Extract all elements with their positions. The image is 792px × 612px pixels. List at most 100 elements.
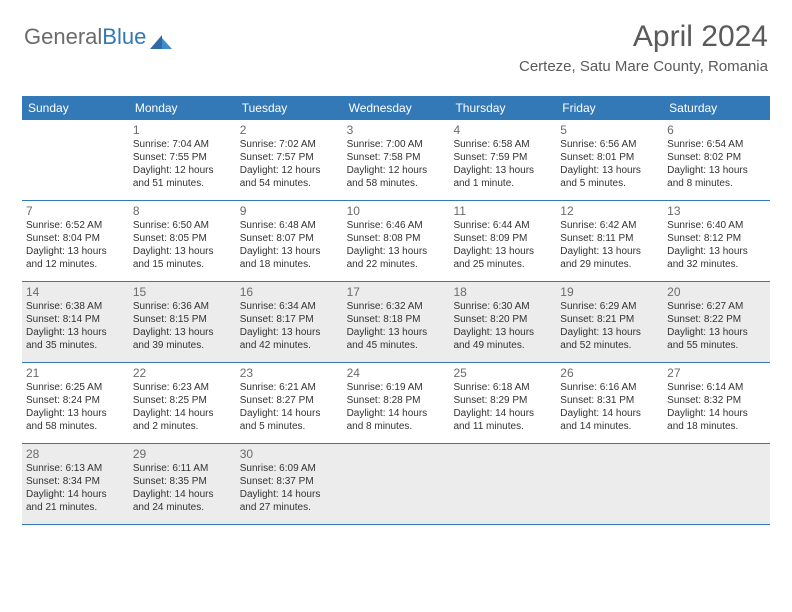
day-cell: 18Sunrise: 6:30 AMSunset: 8:20 PMDayligh… [449,282,556,362]
header: April 2024 Certeze, Satu Mare County, Ro… [519,20,768,75]
daylight-text: Daylight: 13 hours and 32 minutes. [667,246,765,272]
day-cell: 13Sunrise: 6:40 AMSunset: 8:12 PMDayligh… [663,201,770,281]
daylight-text: Daylight: 12 hours and 54 minutes. [240,165,338,191]
logo-text-1: General [24,24,102,50]
daylight-text: Daylight: 13 hours and 58 minutes. [26,408,124,434]
daylight-text: Daylight: 13 hours and 55 minutes. [667,327,765,353]
sunset-text: Sunset: 8:05 PM [133,233,231,246]
day-number: 21 [26,366,124,381]
sunrise-text: Sunrise: 6:48 AM [240,220,338,233]
day-header-wednesday: Wednesday [343,96,450,120]
sunrise-text: Sunrise: 6:34 AM [240,301,338,314]
sunset-text: Sunset: 8:01 PM [560,152,658,165]
day-number: 10 [347,204,445,219]
sunset-text: Sunset: 8:28 PM [347,395,445,408]
day-cell: 11Sunrise: 6:44 AMSunset: 8:09 PMDayligh… [449,201,556,281]
sunset-text: Sunset: 8:24 PM [26,395,124,408]
day-header-tuesday: Tuesday [236,96,343,120]
sunset-text: Sunset: 8:25 PM [133,395,231,408]
sunrise-text: Sunrise: 6:14 AM [667,382,765,395]
daylight-text: Daylight: 13 hours and 52 minutes. [560,327,658,353]
daylight-text: Daylight: 14 hours and 18 minutes. [667,408,765,434]
day-cell: 29Sunrise: 6:11 AMSunset: 8:35 PMDayligh… [129,444,236,524]
day-number: 5 [560,123,658,138]
daylight-text: Daylight: 13 hours and 5 minutes. [560,165,658,191]
day-number: 22 [133,366,231,381]
daylight-text: Daylight: 13 hours and 42 minutes. [240,327,338,353]
sunset-text: Sunset: 8:04 PM [26,233,124,246]
sunrise-text: Sunrise: 6:54 AM [667,139,765,152]
day-cell: 24Sunrise: 6:19 AMSunset: 8:28 PMDayligh… [343,363,450,443]
day-header-friday: Friday [556,96,663,120]
day-cell: 5Sunrise: 6:56 AMSunset: 8:01 PMDaylight… [556,120,663,200]
sunrise-text: Sunrise: 7:04 AM [133,139,231,152]
daylight-text: Daylight: 13 hours and 12 minutes. [26,246,124,272]
daylight-text: Daylight: 13 hours and 49 minutes. [453,327,551,353]
day-number: 19 [560,285,658,300]
daylight-text: Daylight: 12 hours and 51 minutes. [133,165,231,191]
sunset-text: Sunset: 8:27 PM [240,395,338,408]
empty-cell [663,444,770,524]
day-cell: 17Sunrise: 6:32 AMSunset: 8:18 PMDayligh… [343,282,450,362]
sunset-text: Sunset: 8:22 PM [667,314,765,327]
logo-text-2: Blue [102,24,146,50]
daylight-text: Daylight: 13 hours and 25 minutes. [453,246,551,272]
empty-cell [556,444,663,524]
day-number: 7 [26,204,124,219]
sunrise-text: Sunrise: 6:44 AM [453,220,551,233]
sunset-text: Sunset: 7:55 PM [133,152,231,165]
sunset-text: Sunset: 8:29 PM [453,395,551,408]
day-number: 20 [667,285,765,300]
sunrise-text: Sunrise: 6:19 AM [347,382,445,395]
day-cell: 25Sunrise: 6:18 AMSunset: 8:29 PMDayligh… [449,363,556,443]
day-cell: 8Sunrise: 6:50 AMSunset: 8:05 PMDaylight… [129,201,236,281]
day-cell: 12Sunrise: 6:42 AMSunset: 8:11 PMDayligh… [556,201,663,281]
sunset-text: Sunset: 8:18 PM [347,314,445,327]
sunrise-text: Sunrise: 6:52 AM [26,220,124,233]
day-header-thursday: Thursday [449,96,556,120]
day-cell: 4Sunrise: 6:58 AMSunset: 7:59 PMDaylight… [449,120,556,200]
daylight-text: Daylight: 14 hours and 27 minutes. [240,489,338,515]
sunrise-text: Sunrise: 6:21 AM [240,382,338,395]
day-number: 13 [667,204,765,219]
daylight-text: Daylight: 13 hours and 45 minutes. [347,327,445,353]
sunset-text: Sunset: 8:34 PM [26,476,124,489]
day-number: 18 [453,285,551,300]
sunrise-text: Sunrise: 6:46 AM [347,220,445,233]
day-number: 9 [240,204,338,219]
day-number: 1 [133,123,231,138]
day-number: 15 [133,285,231,300]
day-cell: 28Sunrise: 6:13 AMSunset: 8:34 PMDayligh… [22,444,129,524]
logo-triangle-icon [150,29,172,45]
daylight-text: Daylight: 14 hours and 11 minutes. [453,408,551,434]
daylight-text: Daylight: 13 hours and 22 minutes. [347,246,445,272]
day-number: 6 [667,123,765,138]
day-number: 30 [240,447,338,462]
day-cell: 3Sunrise: 7:00 AMSunset: 7:58 PMDaylight… [343,120,450,200]
day-cell: 30Sunrise: 6:09 AMSunset: 8:37 PMDayligh… [236,444,343,524]
daylight-text: Daylight: 14 hours and 8 minutes. [347,408,445,434]
day-header-monday: Monday [129,96,236,120]
sunrise-text: Sunrise: 6:36 AM [133,301,231,314]
daylight-text: Daylight: 13 hours and 8 minutes. [667,165,765,191]
day-cell: 10Sunrise: 6:46 AMSunset: 8:08 PMDayligh… [343,201,450,281]
day-number: 16 [240,285,338,300]
day-number: 2 [240,123,338,138]
sunset-text: Sunset: 8:35 PM [133,476,231,489]
day-header-sunday: Sunday [22,96,129,120]
sunset-text: Sunset: 7:58 PM [347,152,445,165]
day-cell: 9Sunrise: 6:48 AMSunset: 8:07 PMDaylight… [236,201,343,281]
sunset-text: Sunset: 7:57 PM [240,152,338,165]
empty-cell [343,444,450,524]
day-cell: 22Sunrise: 6:23 AMSunset: 8:25 PMDayligh… [129,363,236,443]
week-row: 21Sunrise: 6:25 AMSunset: 8:24 PMDayligh… [22,363,770,444]
sunrise-text: Sunrise: 6:29 AM [560,301,658,314]
day-cell: 21Sunrise: 6:25 AMSunset: 8:24 PMDayligh… [22,363,129,443]
sunrise-text: Sunrise: 6:58 AM [453,139,551,152]
daylight-text: Daylight: 14 hours and 14 minutes. [560,408,658,434]
sunset-text: Sunset: 8:15 PM [133,314,231,327]
sunrise-text: Sunrise: 6:38 AM [26,301,124,314]
sunrise-text: Sunrise: 7:00 AM [347,139,445,152]
sunset-text: Sunset: 8:11 PM [560,233,658,246]
day-number: 27 [667,366,765,381]
